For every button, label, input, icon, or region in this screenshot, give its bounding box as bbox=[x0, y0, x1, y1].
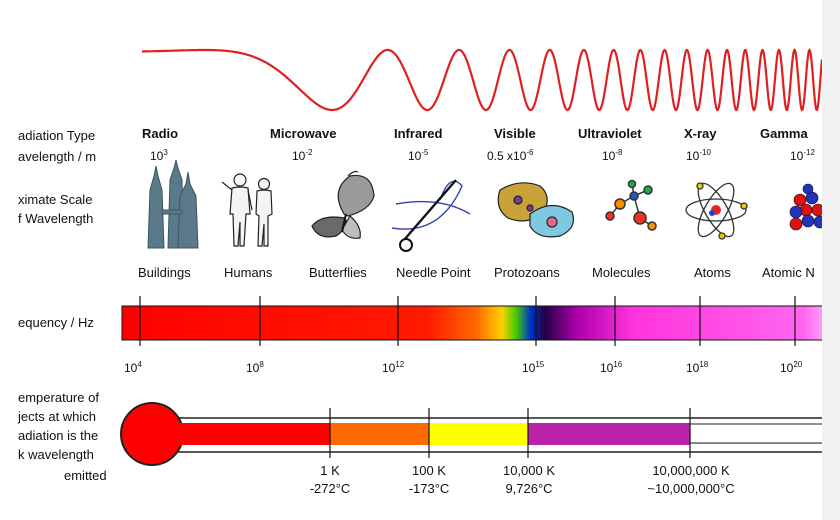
spectrum-gradient bbox=[121, 305, 833, 341]
temperature-label-line2: jects at which bbox=[18, 409, 97, 424]
wavelength-wave-graphic bbox=[142, 48, 824, 112]
frequency-tick-marks bbox=[139, 296, 796, 346]
temperature-label-line3: adiation is the bbox=[18, 428, 99, 443]
frequency-tick-1e12: 1012 bbox=[382, 360, 405, 375]
thermo-segment-empty bbox=[689, 423, 840, 444]
frequency-label: equency / Hz bbox=[18, 315, 94, 330]
band-infrared: Infrared bbox=[394, 126, 443, 141]
temperature-label-line5: emitted bbox=[64, 468, 107, 483]
thermometer-graphic bbox=[120, 402, 840, 466]
frequency-tick-1e8: 108 bbox=[246, 360, 264, 375]
temperature-tick-marks bbox=[329, 408, 691, 458]
scale-label-protozoans: Protozoans bbox=[494, 265, 560, 280]
scale-label-butterflies: Butterflies bbox=[309, 265, 367, 280]
radiation-type-label: adiation Type bbox=[18, 128, 96, 143]
temperature-label-line1: emperature of bbox=[18, 390, 99, 405]
frequency-tick-1e15: 1015 bbox=[522, 360, 545, 375]
band-radio: Radio bbox=[142, 126, 179, 141]
thermo-segment-yellow bbox=[429, 423, 528, 445]
humans-icon bbox=[221, 173, 273, 247]
protozoans-icon bbox=[497, 182, 575, 238]
thermometer-bulb bbox=[120, 402, 184, 466]
temperature-1k: 1 K -272°C bbox=[309, 463, 351, 496]
atom-icon bbox=[685, 182, 748, 240]
wavelength-visible: 0.5 x10-6 bbox=[487, 148, 534, 163]
approximate-scale-label-line1: ximate Scale bbox=[18, 192, 93, 207]
temperature-10000k: 10,000 K 9,726°C bbox=[502, 463, 556, 496]
band-gamma: Gamma bbox=[760, 126, 808, 141]
frequency-tick-1e20: 1020 bbox=[780, 360, 803, 375]
approximate-scale-label-line2: f Wavelength bbox=[18, 211, 94, 226]
thermo-segment-orange bbox=[330, 423, 429, 445]
wavelength-radio: 103 bbox=[150, 148, 168, 163]
scale-label-humans: Humans bbox=[224, 265, 273, 280]
wavelength-infrared: 10-5 bbox=[408, 148, 429, 163]
scale-label-atomic-nucleus: Atomic N bbox=[762, 265, 815, 280]
buildings-icon bbox=[147, 159, 199, 249]
thermo-segment-purple bbox=[528, 423, 690, 445]
scale-illustrations bbox=[147, 159, 827, 252]
scale-label-atoms: Atoms bbox=[694, 265, 731, 280]
temperature-100k: 100 K -173°C bbox=[408, 463, 450, 496]
scale-label-molecules: Molecules bbox=[592, 265, 651, 280]
band-xray: X-ray bbox=[684, 126, 717, 141]
wavelength-xray: 10-10 bbox=[686, 148, 711, 163]
scale-label-buildings: Buildings bbox=[138, 265, 191, 280]
band-microwave: Microwave bbox=[270, 126, 337, 141]
band-visible: Visible bbox=[494, 126, 536, 141]
frequency-tick-1e4: 104 bbox=[124, 360, 142, 375]
wavelength-gamma: 10-12 bbox=[790, 148, 815, 163]
wavelength-microwave: 10-2 bbox=[292, 148, 313, 163]
band-ultraviolet: Ultraviolet bbox=[578, 126, 642, 141]
scale-label-needle-point: Needle Point bbox=[396, 265, 471, 280]
wavelength-ultraviolet: 10-8 bbox=[602, 148, 623, 163]
molecules-icon bbox=[605, 179, 657, 231]
right-edge-strip bbox=[822, 0, 840, 520]
temperature-10000000k: 10,000,000 K ~10,000,000°C bbox=[647, 463, 735, 496]
frequency-tick-1e16: 1016 bbox=[600, 360, 623, 375]
frequency-spectrum-bar bbox=[121, 296, 833, 346]
frequency-tick-1e18: 1018 bbox=[686, 360, 709, 375]
wavelength-label: avelength / m bbox=[18, 149, 97, 164]
temperature-label-line4: k wavelength bbox=[18, 447, 94, 462]
butterfly-icon bbox=[311, 170, 375, 239]
needle-point-icon bbox=[391, 179, 471, 252]
decreasing-wavelength-sine-wave bbox=[142, 48, 824, 112]
thermo-segment-red bbox=[176, 423, 330, 445]
